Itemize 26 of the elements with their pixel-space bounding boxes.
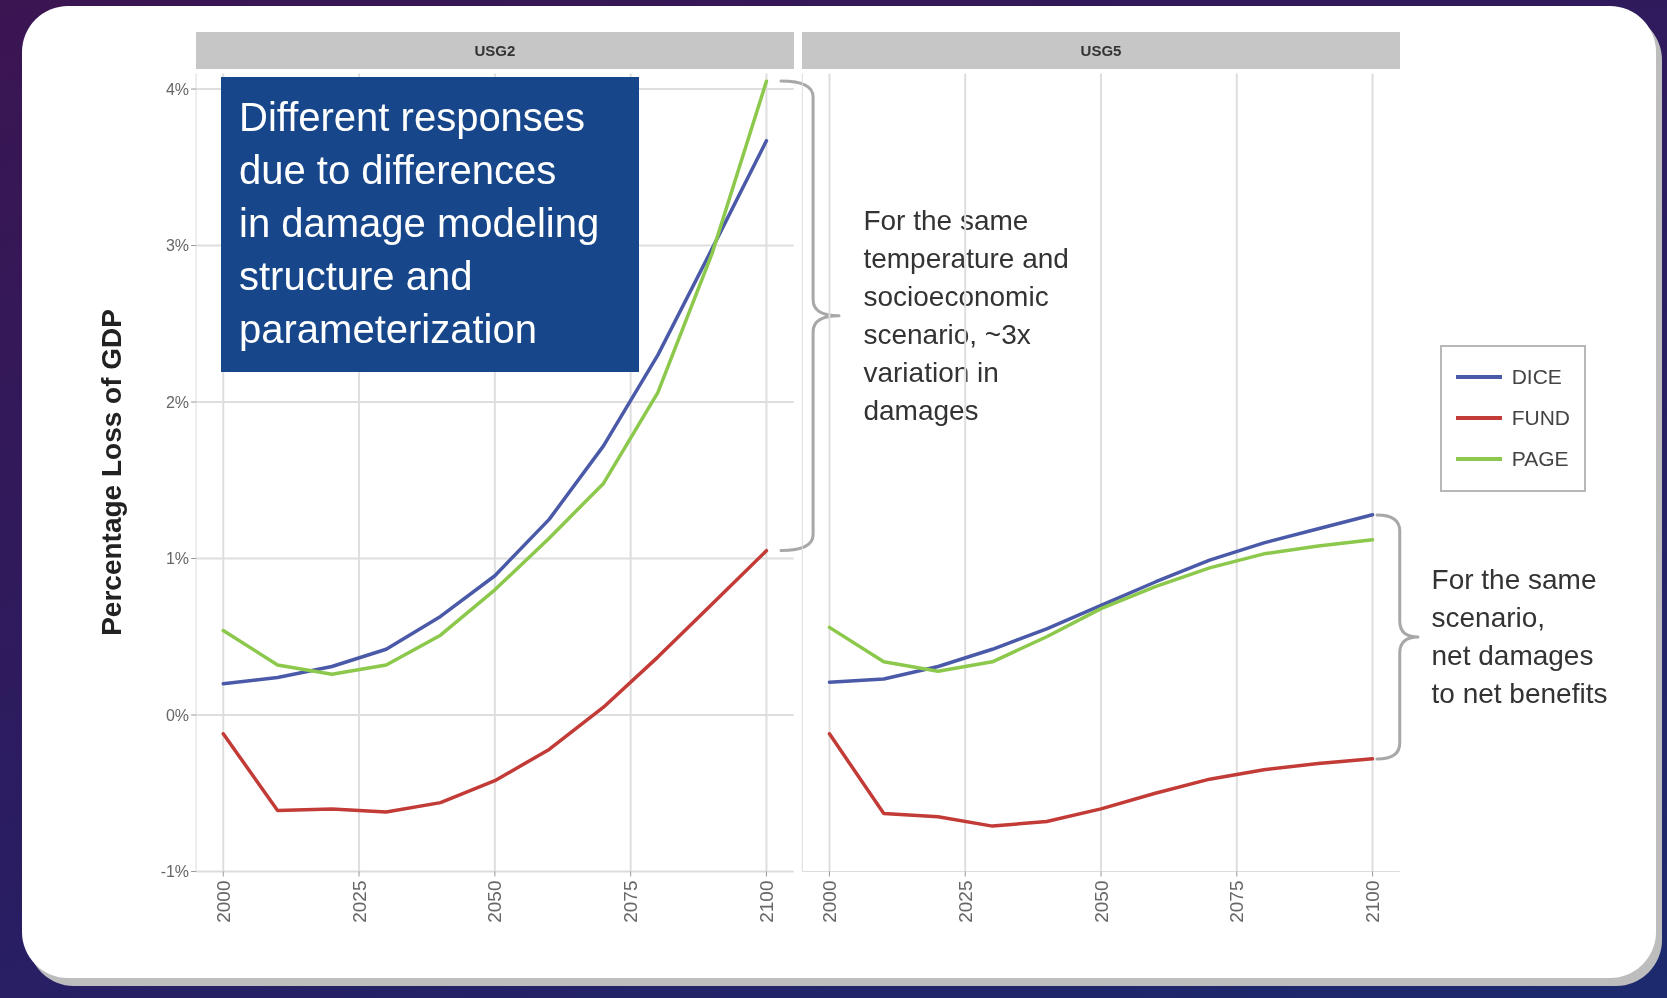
y-tick-label: 1% [165,550,190,568]
x-tick-label: 2100 [755,880,777,923]
x-tick-label: 2100 [1362,880,1384,923]
annotation: Different responses due to differences in damage modeling structure and parameterization [239,95,600,351]
legend-label: PAGE [1511,447,1569,472]
y-tick-label: 3% [165,237,190,255]
x-tick-label: 2075 [1226,880,1248,923]
x-tick-label: 2025 [954,880,976,923]
text: For the same scenario, net damages to net benefits [1431,563,1608,709]
x-tick-label: 2000 [818,880,840,923]
chart-title: USG2 [474,42,516,59]
x-tick-label: 2050 [1090,880,1112,923]
y-tick-label: 4% [165,80,190,98]
x-tick-label: 2050 [484,880,506,923]
y-axis-title: Percentage Loss of GDP [96,309,128,636]
chart-title: USG5 [1080,42,1122,59]
line-series [221,548,769,814]
x-tick-label: 2000 [212,880,234,923]
legend-label: DICE [1511,365,1562,390]
annotation: For the same temperature and socioeconomic scenario, ~3x variation in damages [863,204,1069,426]
x-tick-label: 2075 [620,880,642,923]
x-tick-label: 2025 [348,880,370,923]
y-tick-label: 0% [165,706,190,724]
y-tick-label: -1% [160,863,190,881]
legend-label: FUND [1511,406,1571,431]
y-tick-label: 2% [165,393,190,411]
